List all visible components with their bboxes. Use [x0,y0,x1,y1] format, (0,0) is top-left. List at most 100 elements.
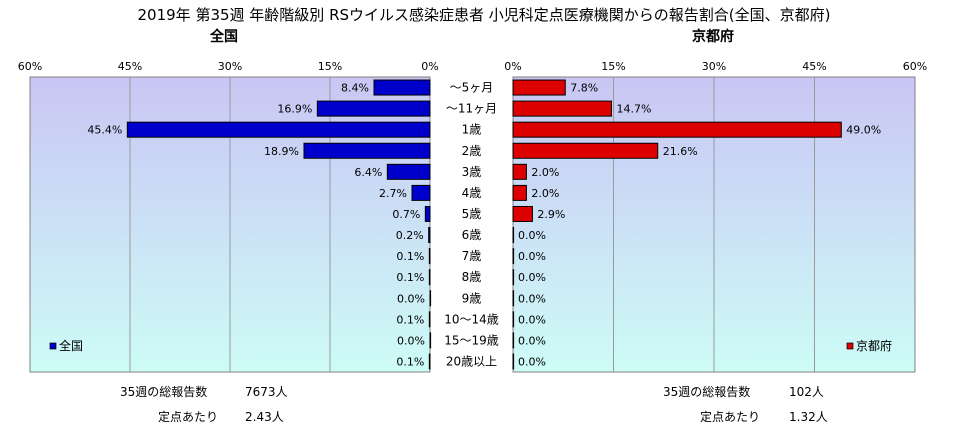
right-bar [512,184,527,201]
right-axis-tick-label: 0% [504,60,521,73]
left-bar [428,311,431,328]
left-value-label: 0.1% [396,313,424,326]
left-total-value: 7673人 [245,385,288,399]
left-value-label: 6.4% [354,166,382,179]
category-label: 8歳 [462,270,482,284]
left-legend-swatch [49,342,57,350]
left-value-label: 8.4% [341,82,369,95]
left-bar [424,205,431,222]
left-bar [386,163,431,180]
left-legend: 全国 [49,338,83,353]
left-bar [126,121,431,138]
category-label: 3歳 [462,165,482,179]
category-label: ～5ヶ月 [450,81,494,95]
right-total-label: 35週の総報告数 [663,384,750,399]
left-bar [428,227,431,244]
left-value-label: 0.1% [396,271,424,284]
right-per-label: 定点あたり [700,409,760,424]
category-label: ～11ヶ月 [446,102,497,116]
left-per-value: 2.43人 [245,410,284,424]
right-bar [512,100,612,117]
right-bar [512,227,515,244]
right-legend-swatch [846,342,854,350]
category-label: 5歳 [462,207,482,221]
chart-title: 2019年 第35週 年齢階級別 RSウイルス感染症患者 小児科定点医療機関から… [138,6,831,24]
left-legend-label: 全国 [59,338,83,353]
category-label: 2歳 [462,144,482,158]
category-label: 7歳 [462,249,482,263]
left-bar [428,353,431,370]
left-per-label: 定点あたり [158,409,218,424]
right-per-value: 1.32人 [789,410,828,424]
left-value-label: 0.1% [396,250,424,263]
left-bar [428,269,431,286]
category-label: 6歳 [462,228,482,242]
left-value-label: 45.4% [87,124,122,137]
right-bar [512,353,515,370]
left-value-label: 0.0% [397,292,425,305]
right-value-label: 21.6% [663,145,698,158]
right-value-label: 0.0% [518,313,546,326]
right-value-label: 0.0% [518,334,546,347]
left-axis-tick-label: 30% [218,60,242,73]
left-bar [316,100,431,117]
right-value-label: 49.0% [846,124,881,137]
left-bar [373,79,431,96]
right-panel-title: 京都府 [692,28,734,45]
left-bar [411,184,431,201]
category-label: 1歳 [462,123,482,137]
category-label: 10～14歳 [444,312,499,326]
right-value-label: 7.8% [570,82,598,95]
left-value-label: 0.0% [397,334,425,347]
right-bar [512,205,533,222]
bars [126,79,842,370]
right-total-value: 102人 [789,385,824,399]
left-value-label: 0.2% [396,229,424,242]
right-bar [512,332,515,349]
right-value-label: 0.0% [518,292,546,305]
left-axis-tick-label: 15% [318,60,342,73]
right-axis-tick-label: 15% [601,60,625,73]
left-panel-title: 全国 [209,28,238,45]
right-bar [512,269,515,286]
category-labels: ～5ヶ月 ～11ヶ月 1歳 2歳 3歳 4歳 5歳 6歳 7歳 8歳 9歳 10～14歳 15～19歳 2… [444,81,499,369]
left-value-label: 0.1% [396,355,424,368]
right-bar [512,163,527,180]
left-value-label: 18.9% [264,145,299,158]
category-label: 4歳 [462,186,482,200]
right-axis-tick-label: 30% [702,60,726,73]
left-bar [429,290,432,307]
right-value-label: 14.7% [616,103,651,116]
category-label: 15～19歳 [444,333,499,347]
right-value-label: 0.0% [518,271,546,284]
left-axis-tick-label: 45% [118,60,142,73]
value-labels: 8.4% 16.9% 45.4% 18.9% 6.4% 2.7% 0.7% 0.2% 0.1% 0… [87,82,881,369]
right-bar [512,142,659,159]
right-bar [512,248,515,265]
right-legend: 京都府 [846,338,892,353]
left-value-label: 16.9% [277,103,312,116]
right-value-label: 0.0% [518,229,546,242]
right-value-label: 2.9% [537,208,565,221]
left-axis-tick-label: 0% [421,60,438,73]
axis-tick-labels: 60% 45% 30% 15% 0% 0% 15% 30% 45% 60% [18,60,927,73]
right-bar [512,79,566,96]
right-bar [512,311,515,328]
left-value-label: 0.7% [392,208,420,221]
right-value-label: 0.0% [518,355,546,368]
right-value-label: 2.0% [531,166,559,179]
left-bar [303,142,431,159]
right-value-label: 2.0% [531,187,559,200]
category-label: 9歳 [462,291,482,305]
right-value-label: 0.0% [518,250,546,263]
left-axis-tick-label: 60% [18,60,42,73]
left-bar [428,248,431,265]
left-bar [429,332,432,349]
right-axis-tick-label: 45% [802,60,826,73]
right-bar [512,121,842,138]
category-label: 20歳以上 [446,354,497,368]
left-value-label: 2.7% [379,187,407,200]
right-legend-label: 京都府 [856,338,892,353]
right-axis-tick-label: 60% [903,60,927,73]
